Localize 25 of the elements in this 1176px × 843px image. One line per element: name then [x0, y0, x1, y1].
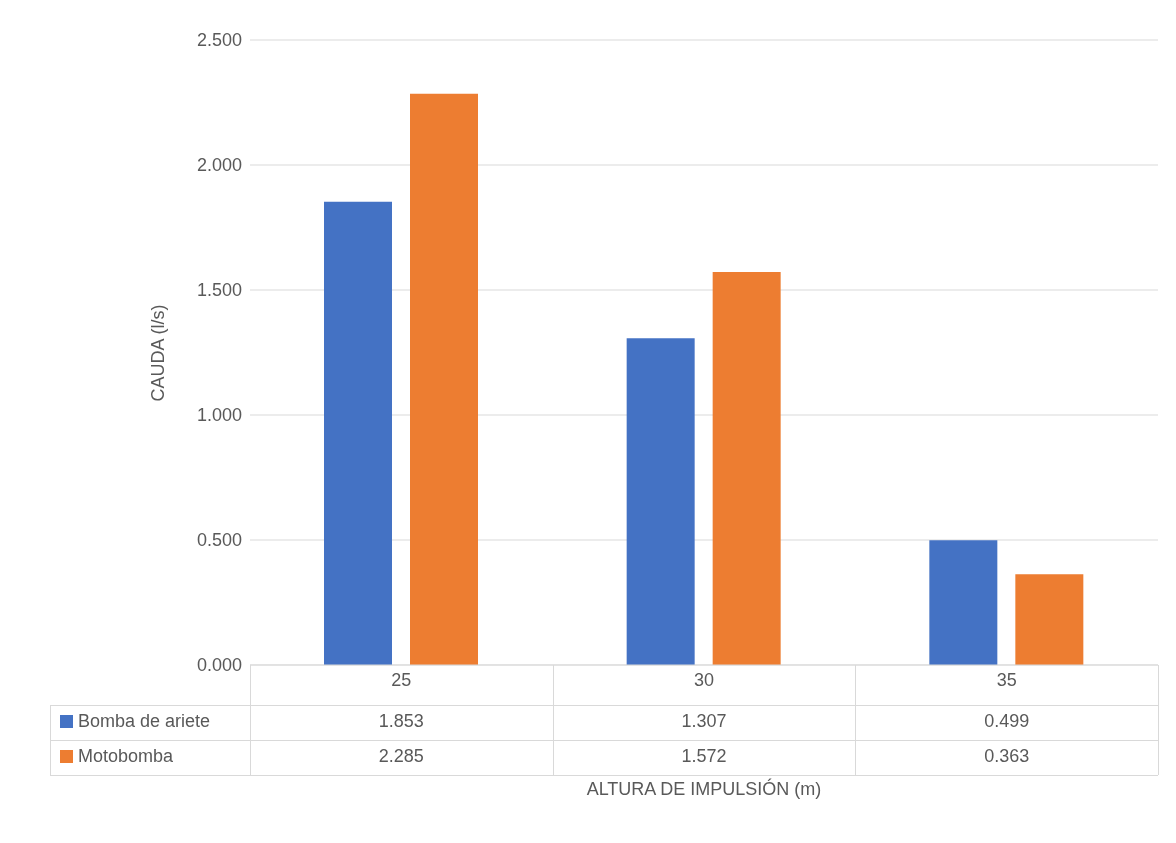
legend-label: Bomba de ariete	[78, 711, 211, 732]
legend-label: Motobomba	[78, 746, 174, 767]
y-tick-label: 0.000	[196, 655, 242, 676]
x-tick-label: 35	[996, 669, 1017, 690]
data-label: 1.572	[680, 746, 728, 767]
bar	[626, 338, 695, 665]
y-tick-label: 2.000	[196, 155, 242, 176]
bar	[712, 272, 781, 665]
data-label: 2.285	[377, 746, 425, 767]
y-tick-label: 1.500	[196, 280, 242, 301]
bar	[1015, 574, 1084, 665]
data-label: 0.363	[983, 746, 1031, 767]
bar	[324, 201, 392, 665]
x-tick-label: 30	[693, 669, 715, 690]
x-axis-title: ALTURA DE IMPULSIÓN (m)	[585, 779, 823, 800]
bar	[929, 540, 998, 665]
y-tick-label: 2.500	[196, 30, 242, 51]
y-tick-label: 1.000	[196, 405, 242, 426]
y-tick-label: 0.500	[196, 530, 242, 551]
data-label: 1.307	[680, 711, 728, 732]
bar	[410, 93, 478, 665]
data-label: 0.499	[983, 711, 1031, 732]
y-axis-title: CAUDA (l/s)	[147, 303, 169, 402]
data-label: 1.853	[377, 711, 425, 732]
x-tick-label: 25	[391, 669, 412, 690]
